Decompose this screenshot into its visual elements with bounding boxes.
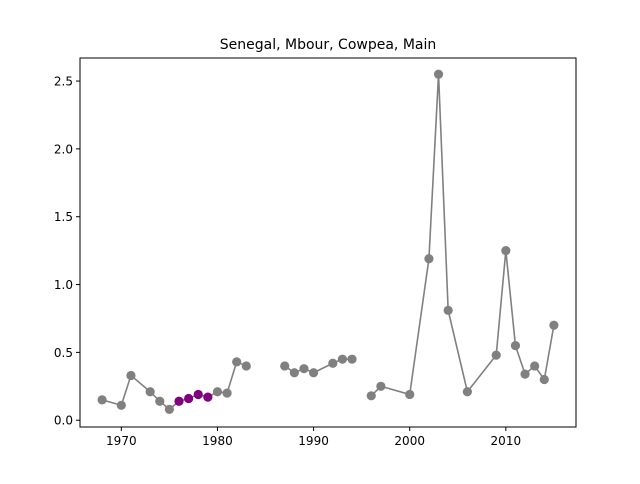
plot-area-frame [79, 57, 577, 428]
x-tick-label: 1990 [298, 434, 329, 448]
data-point [433, 69, 444, 79]
highlighted-data-point [174, 396, 184, 406]
data-point [424, 254, 434, 264]
data-point [232, 357, 242, 367]
data-point [155, 396, 165, 406]
data-point [97, 395, 107, 405]
chart-title: Senegal, Mbour, Cowpea, Main [220, 37, 437, 53]
data-point [347, 354, 357, 364]
data-point [530, 361, 540, 371]
data-point [116, 400, 126, 410]
x-tick-label: 2000 [394, 434, 425, 448]
y-tick-label: 0.5 [54, 346, 73, 360]
highlighted-data-point [203, 392, 213, 402]
data-point [443, 305, 453, 315]
data-point [241, 361, 251, 371]
series-points [97, 69, 559, 414]
data-point [164, 404, 174, 414]
data-point [289, 368, 299, 378]
data-point [405, 389, 415, 400]
series-line-segment [370, 74, 555, 397]
highlighted-data-point [184, 393, 194, 404]
data-point [280, 361, 290, 371]
x-tick-label: 2010 [491, 434, 522, 448]
x-tick-label: 1970 [106, 434, 137, 448]
y-axis: 0.0 0.5 1.0 1.5 2.0 2.5 [54, 75, 80, 428]
data-point [126, 370, 136, 381]
data-point [510, 341, 521, 351]
data-point [539, 374, 549, 385]
data-point [308, 368, 319, 378]
data-point [376, 381, 386, 391]
y-tick-label: 2.5 [54, 75, 73, 89]
highlighted-data-point [193, 389, 203, 400]
data-point [222, 388, 232, 398]
data-point [491, 350, 501, 360]
data-point [145, 387, 155, 397]
data-point [212, 387, 223, 397]
y-tick-label: 1.0 [54, 278, 73, 292]
data-point [366, 391, 376, 401]
data-point [328, 358, 338, 368]
y-tick-label: 1.5 [54, 210, 73, 224]
data-point [299, 364, 309, 374]
x-tick-label: 1980 [202, 434, 233, 448]
data-point [520, 369, 530, 379]
data-point [337, 354, 348, 364]
y-tick-label: 0.0 [54, 414, 73, 428]
y-tick-label: 2.0 [54, 142, 73, 156]
data-point [501, 246, 511, 256]
x-axis: 1970 1980 1990 2000 2010 [106, 427, 521, 448]
series-lines [101, 74, 555, 411]
data-point [549, 320, 559, 330]
data-point [462, 387, 472, 397]
